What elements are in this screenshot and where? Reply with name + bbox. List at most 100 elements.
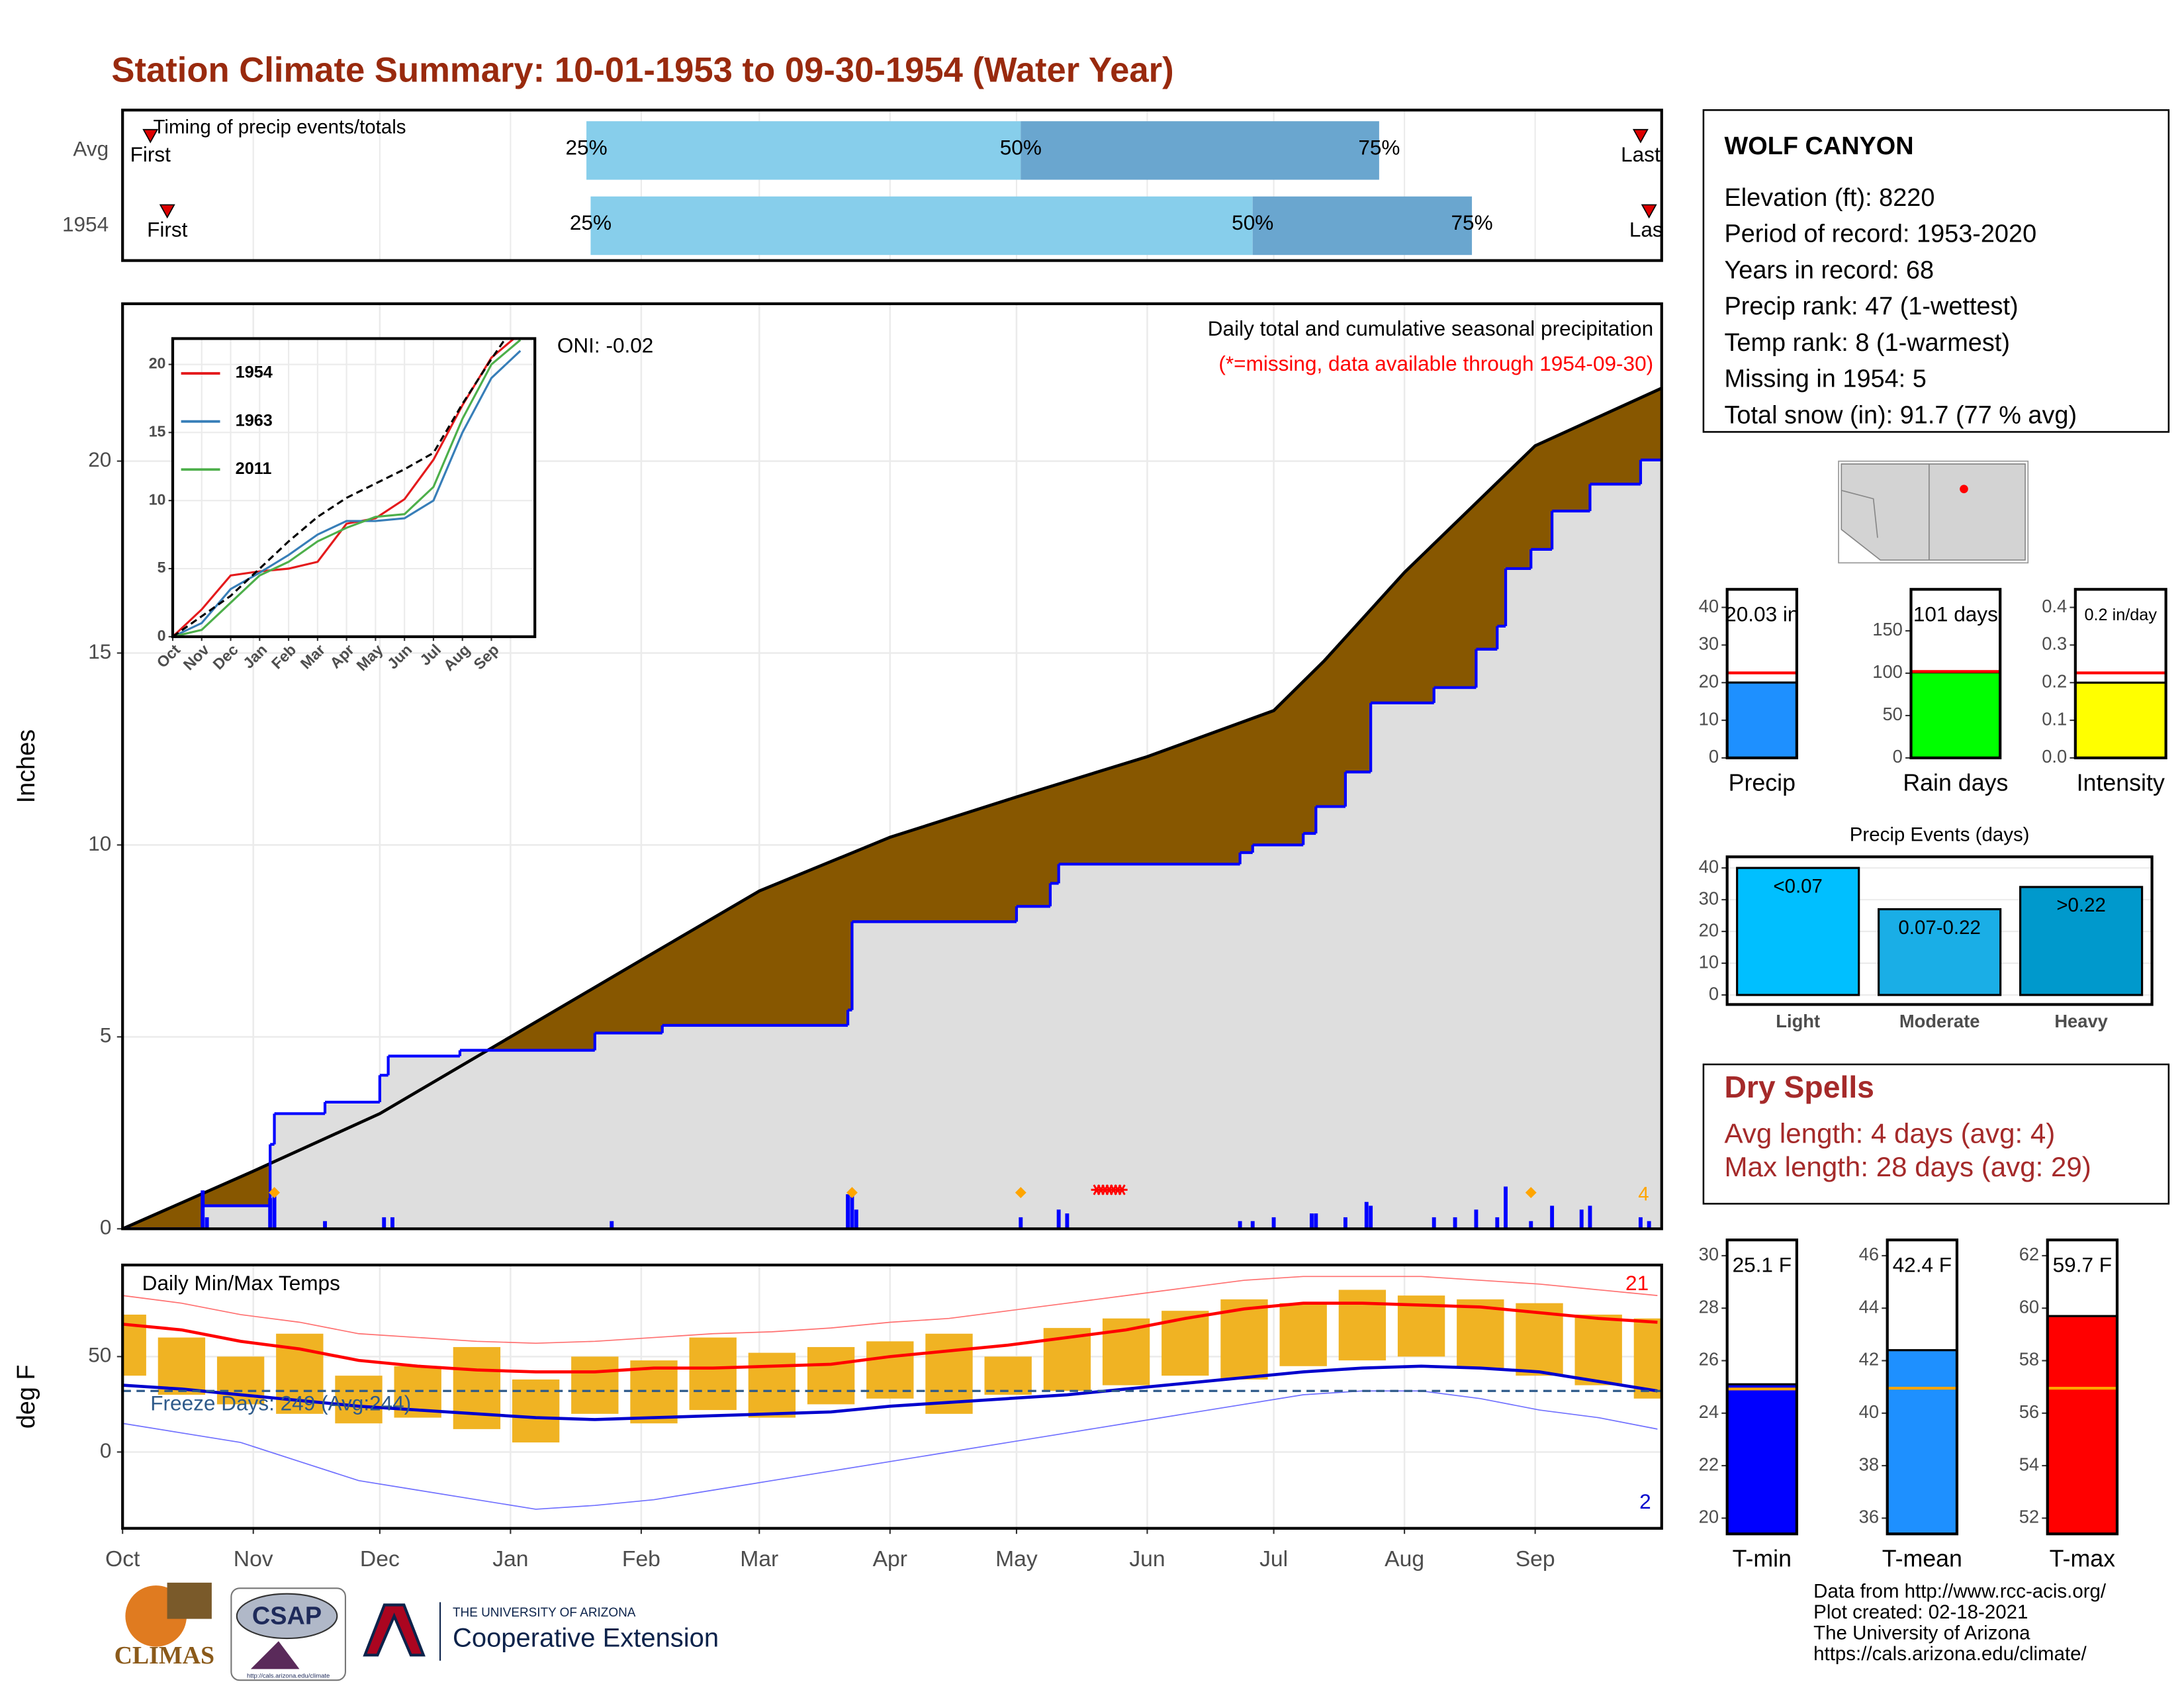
category-label: Precip xyxy=(1729,769,1796,796)
y-tick-label: 20 xyxy=(1699,919,1719,940)
station-line: Temp rank: 8 (1-warmest) xyxy=(1724,329,2009,357)
plot-frame xyxy=(121,109,1663,262)
station-line: Years in record: 68 xyxy=(1724,256,1934,284)
y-tick-label: 20 xyxy=(1699,671,1719,691)
y-tick-label: 0 xyxy=(1709,983,1719,1004)
daily-precip-bar xyxy=(1495,1217,1500,1229)
avg-min-line xyxy=(122,1364,1658,1421)
x-tick-label: Feb xyxy=(622,1547,660,1571)
timing-label: 50% xyxy=(1000,136,1042,160)
daily-precip-bar xyxy=(1369,1205,1373,1229)
y-tick-label: 0 xyxy=(1709,746,1719,767)
station-line: Period of record: 1953-2020 xyxy=(1724,220,2036,248)
y-tick-label: 28 xyxy=(1699,1296,1719,1317)
y-tick-label: 10 xyxy=(88,831,111,855)
dry-spells-title: Dry Spells xyxy=(1724,1070,1874,1104)
temp-range-bar xyxy=(158,1337,206,1395)
record-min-line xyxy=(122,1390,1658,1510)
csap-url: http://cals.arizona.edu/climate xyxy=(247,1672,330,1679)
chart-title: Daily Min/Max Temps xyxy=(142,1271,340,1295)
season-fill xyxy=(122,459,1662,1229)
bar xyxy=(2046,1315,2118,1535)
x-tick-label: Sep xyxy=(1516,1547,1555,1571)
x-tick-label: Jan xyxy=(240,641,271,672)
daily-precip-bar xyxy=(1453,1217,1457,1229)
y-tick-label: 0.3 xyxy=(2042,633,2067,654)
plot-frame xyxy=(171,337,537,638)
bar xyxy=(2019,886,2144,996)
plot-frame xyxy=(121,302,1663,1231)
x-tick-label: Dec xyxy=(360,1547,400,1571)
daily-precip-bar xyxy=(1065,1213,1069,1229)
daily-precip-bar xyxy=(1474,1209,1479,1229)
chart-title: Daily total and cumulative seasonal prec… xyxy=(1208,316,1653,340)
station-line: Total snow (in): 91.7 (77 % avg) xyxy=(1724,401,2077,429)
record-max-line xyxy=(122,1276,1658,1344)
y-tick-label: 30 xyxy=(1699,888,1719,908)
timing-bar xyxy=(1252,196,1473,256)
daily-precip-bar xyxy=(1550,1205,1555,1229)
timing-label: Last xyxy=(1629,218,1669,242)
map-borders xyxy=(1841,463,1930,561)
bin-label: 0.07-0.22 xyxy=(1898,917,1980,939)
temp-range-bar xyxy=(866,1341,914,1399)
x-tick-label: Nov xyxy=(234,1547,273,1571)
timing-label: Last xyxy=(1621,142,1661,166)
y-tick-label: 0 xyxy=(158,627,166,644)
y-tick-label: 26 xyxy=(1699,1349,1719,1370)
legend-label: 1954 xyxy=(236,363,273,382)
station-box xyxy=(1702,109,2170,433)
y-tick-label: 50 xyxy=(88,1343,111,1367)
daily-precip-bar xyxy=(1588,1205,1592,1229)
x-tick-label: Jun xyxy=(1129,1547,1165,1571)
y-tick-label: 60 xyxy=(2019,1296,2039,1317)
y-tick-label: 20 xyxy=(88,447,111,471)
y-tick-label: 62 xyxy=(2019,1244,2039,1264)
daily-precip-bar xyxy=(1638,1217,1643,1229)
map-land xyxy=(1841,463,2026,561)
plot-frame xyxy=(1725,855,2154,1006)
x-tick-label: May xyxy=(995,1547,1038,1571)
bar xyxy=(1736,867,1860,996)
x-tick-label: Jul xyxy=(416,641,444,669)
csap-mountain xyxy=(250,1641,300,1669)
daily-precip-bar xyxy=(846,1194,850,1229)
x-tick-label: Mar xyxy=(297,641,328,672)
temp-range-bar xyxy=(1457,1299,1504,1368)
category-label: T-min xyxy=(1733,1546,1792,1572)
event-marker xyxy=(269,1187,281,1198)
station-line: Missing in 1954: 5 xyxy=(1724,365,1926,393)
y-tick-label: 56 xyxy=(2019,1401,2039,1422)
x-tick-label: May xyxy=(353,641,386,674)
value-label: 0.2 in/day xyxy=(2084,606,2157,624)
logos: CLIMAS CSAP http://cals.arizona.edu/clim… xyxy=(114,1582,719,1681)
timing-label: 25% xyxy=(565,136,607,160)
station-name: WOLF CANYON xyxy=(1724,132,1913,160)
series-line xyxy=(172,350,522,637)
daily-precip-bar xyxy=(201,1190,205,1229)
y-tick-label: 5 xyxy=(100,1023,112,1047)
dry-spells-line: Max length: 28 days (avg: 29) xyxy=(1724,1151,2091,1182)
dry-spells-box xyxy=(1702,1063,2170,1205)
daily-precip-bar xyxy=(1314,1213,1318,1229)
timing-marker xyxy=(159,204,175,219)
university-name: THE UNIVERSITY OF ARIZONA xyxy=(453,1606,636,1620)
daily-precip-bar xyxy=(1056,1209,1061,1229)
x-tick-label: Jul xyxy=(1259,1547,1288,1571)
x-tick-label: Jan xyxy=(492,1547,528,1571)
daily-precip-bar xyxy=(382,1217,387,1229)
daily-precip-bar xyxy=(1504,1186,1508,1229)
value-label: 42.4 F xyxy=(1893,1252,1952,1276)
avg-max-line xyxy=(122,1301,1658,1374)
timing-label: First xyxy=(130,142,171,166)
timing-marker xyxy=(142,128,159,144)
daily-precip-bar xyxy=(1647,1221,1651,1229)
corner-note: 4 xyxy=(1638,1184,1649,1205)
y-tick-label: 54 xyxy=(2019,1454,2039,1474)
category-label: Rain days xyxy=(1903,769,2008,796)
x-tick-label: Oct xyxy=(154,641,184,671)
y-tick-label: 44 xyxy=(1859,1296,1879,1317)
y-tick-label: 10 xyxy=(1699,708,1719,729)
x-tick-label: Sep xyxy=(470,641,502,673)
